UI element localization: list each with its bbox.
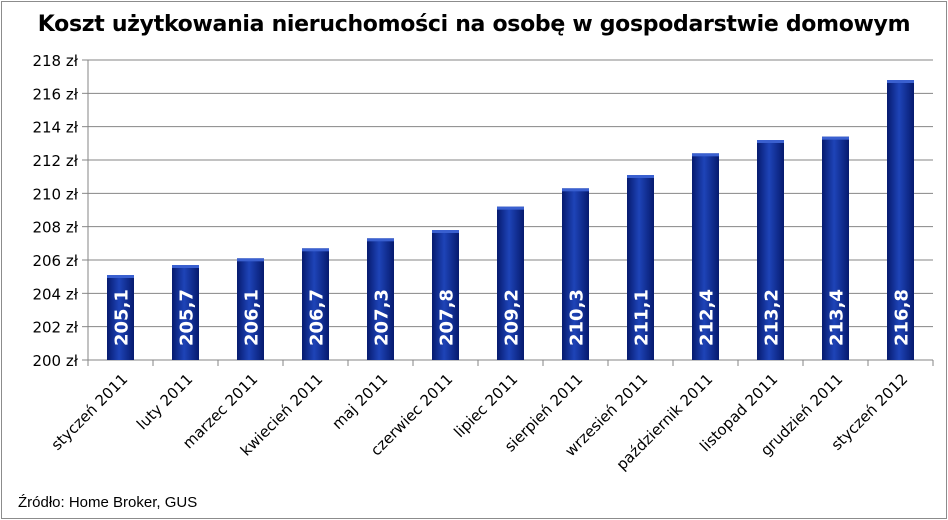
x-tick-label: lipiec 2011 xyxy=(450,370,521,441)
bar xyxy=(627,175,654,360)
data-label: 205,1 xyxy=(112,289,133,346)
bar-top xyxy=(432,230,459,233)
bar xyxy=(237,258,264,360)
data-label: 210,3 xyxy=(567,289,588,346)
y-tick-label: 210 zł xyxy=(32,185,78,203)
y-tick-label: 216 zł xyxy=(32,85,78,103)
data-label: 213,4 xyxy=(827,289,848,346)
bar-top xyxy=(692,153,719,157)
bar-top xyxy=(562,188,589,192)
x-tick-label: luty 2011 xyxy=(133,370,196,433)
y-tick-label: 204 zł xyxy=(32,285,78,303)
data-label: 216,8 xyxy=(892,289,913,346)
y-tick-label: 212 zł xyxy=(32,152,78,170)
data-label: 213,2 xyxy=(762,289,783,346)
chart-title: Koszt użytkowania nieruchomości na osobę… xyxy=(37,12,911,37)
bar-top xyxy=(627,175,654,178)
data-label: 209,2 xyxy=(502,289,523,346)
bar-top xyxy=(367,238,394,242)
y-tick-label: 206 zł xyxy=(32,252,78,270)
bar xyxy=(822,136,849,360)
bar xyxy=(172,265,199,360)
data-label: 211,1 xyxy=(632,289,653,346)
bar-top xyxy=(822,136,849,140)
data-label: 206,1 xyxy=(242,289,263,346)
data-label: 206,7 xyxy=(307,289,328,346)
bar xyxy=(432,230,459,360)
y-tick-label: 202 zł xyxy=(32,319,78,337)
y-tick-label: 208 zł xyxy=(32,219,78,237)
data-label: 212,4 xyxy=(697,289,718,346)
bar xyxy=(497,206,524,360)
bar xyxy=(107,275,134,360)
x-tick-label: maj 2011 xyxy=(328,370,391,433)
source-note: Źródło: Home Broker, GUS xyxy=(18,494,198,511)
bar-top xyxy=(497,206,524,210)
data-label: 205,7 xyxy=(177,289,198,346)
data-label: 207,3 xyxy=(372,289,393,346)
bar xyxy=(757,140,784,360)
bar-top xyxy=(107,275,134,278)
x-tick-label: styczeń 2011 xyxy=(48,370,132,454)
bar xyxy=(367,238,394,360)
bar xyxy=(302,248,329,360)
bar-top xyxy=(172,265,199,268)
y-tick-label: 200 zł xyxy=(32,352,78,370)
y-tick-label: 214 zł xyxy=(32,119,78,137)
bar-top xyxy=(887,80,914,83)
bar-top xyxy=(302,248,329,252)
bar-top xyxy=(757,140,784,143)
bar xyxy=(887,80,914,360)
bar-top xyxy=(237,258,264,262)
bar xyxy=(562,188,589,360)
data-label: 207,8 xyxy=(437,289,458,346)
bar xyxy=(692,153,719,360)
y-tick-label: 218 zł xyxy=(32,52,78,70)
